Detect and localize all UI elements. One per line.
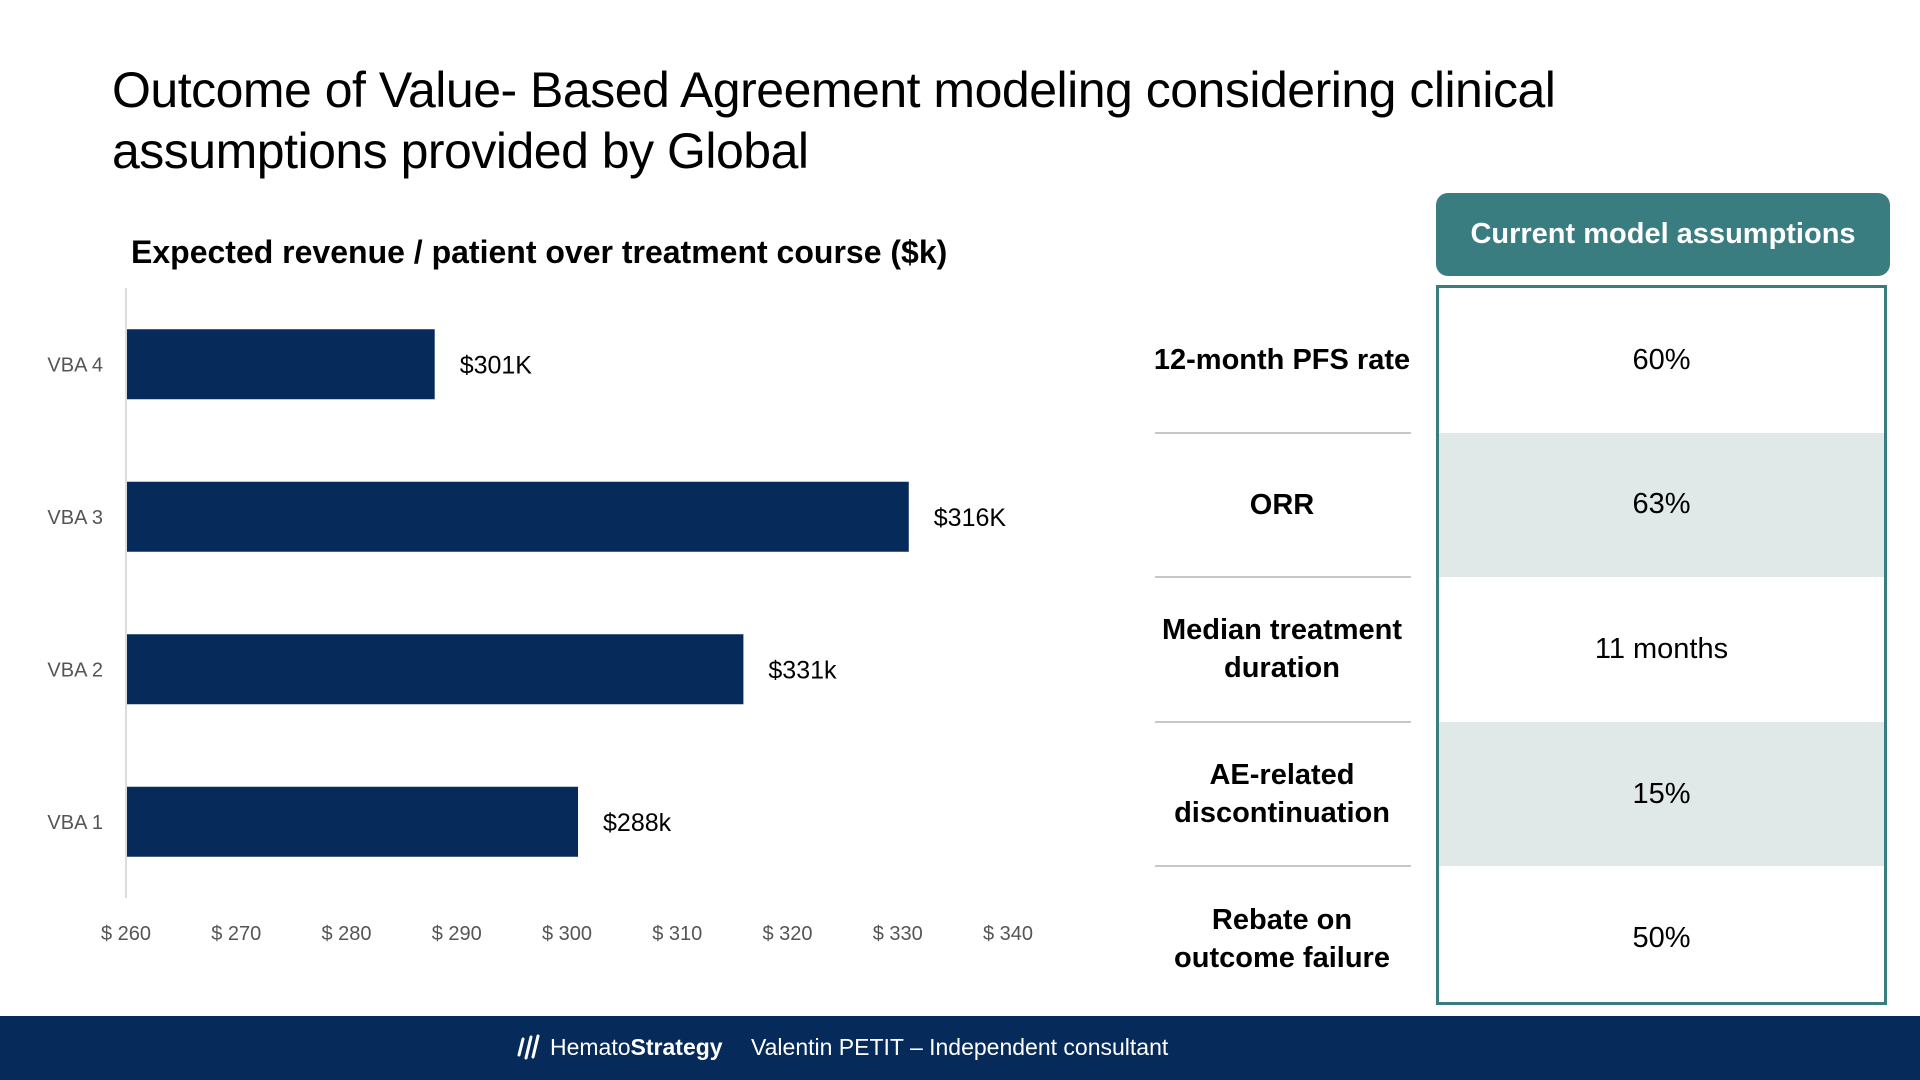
assumption-label: ORR [1249, 488, 1315, 521]
x-tick-label: $ 260 [101, 923, 151, 945]
data-label: $301K [460, 351, 533, 379]
hemato-strategy-logo-icon [517, 1034, 540, 1060]
assumption-value: 11 months [1594, 632, 1729, 665]
brand-name-bold: Strategy [630, 1034, 723, 1060]
x-tick-label: $ 340 [983, 923, 1033, 945]
category-label: VBA 1 [47, 812, 103, 834]
x-tick-label: $ 270 [211, 923, 261, 945]
x-tick-label: $ 310 [652, 923, 702, 945]
footer-credit: Valentin PETIT – Independent consultant [751, 1034, 1169, 1060]
bar [127, 786, 579, 857]
assumptions-values-box [1436, 285, 1887, 1005]
bar [127, 634, 744, 705]
footer-bar: HematoStrategy Valentin PETIT – Independ… [0, 1016, 1920, 1080]
assumption-value: 60% [1632, 343, 1691, 376]
chart-title: Expected revenue / patient over treatmen… [131, 234, 948, 270]
brand-name-regular: Hemato [550, 1034, 631, 1060]
row-divider [1155, 720, 1411, 723]
assumption-value: 50% [1632, 922, 1691, 955]
assumption-label: Rebate on outcome failure [1174, 903, 1390, 974]
bar [127, 329, 435, 400]
row-divider [1155, 865, 1411, 868]
data-label: $288k [603, 809, 672, 837]
data-label: $331k [768, 656, 837, 684]
x-tick-label: $ 280 [321, 923, 371, 945]
assumption-label: AE-related discontinuation [1174, 759, 1390, 830]
assumption-label: Median treatment duration [1161, 614, 1403, 685]
category-label: VBA 2 [47, 659, 103, 681]
bar-chart: VBA 4 $301K VBA 3 $316K VBA 2 $331k VBA 1 $288k… [47, 288, 1033, 945]
assumption-value: 63% [1439, 432, 1884, 578]
x-tick-label: $ 300 [542, 923, 592, 945]
data-label: $316K [934, 504, 1007, 532]
assumption-label: 12-month PFS rate [1153, 344, 1411, 377]
assumption-value: 15% [1439, 721, 1884, 867]
assumptions-header: Current model assumptions [1436, 193, 1890, 276]
slide-title: Outcome of Value- Based Agreement modeli… [112, 62, 1556, 179]
brand-name: HematoStrategy [550, 1034, 723, 1061]
x-tick-label: $ 290 [432, 923, 482, 945]
x-tick-label: $ 330 [873, 923, 923, 945]
category-label: VBA 3 [47, 507, 103, 529]
bar [127, 481, 909, 552]
x-tick-label: $ 320 [762, 923, 812, 945]
row-divider [1155, 576, 1411, 579]
category-label: VBA 4 [47, 354, 103, 376]
row-divider [1155, 431, 1411, 434]
